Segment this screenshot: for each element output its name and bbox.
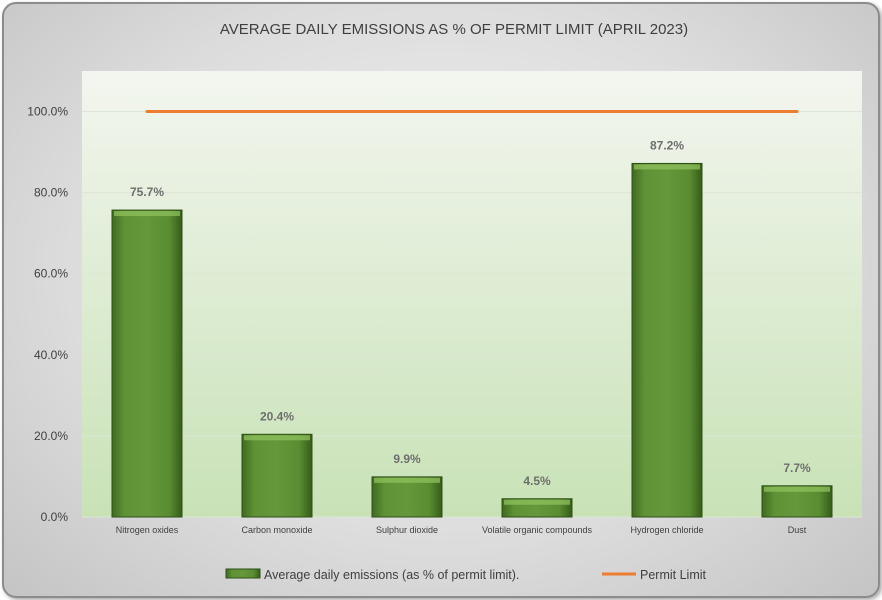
- x-tick-label: Volatile organic compounds: [482, 525, 593, 535]
- data-label: 4.5%: [523, 474, 551, 488]
- bar-body: [371, 476, 443, 518]
- y-tick-label: 0.0%: [41, 510, 69, 524]
- chart-canvas: AVERAGE DAILY EMISSIONS AS % OF PERMIT L…: [27, 21, 862, 582]
- data-label: 87.2%: [650, 138, 684, 152]
- x-tick-label: Dust: [788, 525, 807, 535]
- bar-bevel: [114, 211, 180, 217]
- x-tick-label: Hydrogen chloride: [630, 525, 703, 535]
- data-label: 75.7%: [130, 185, 164, 199]
- bar: [371, 476, 443, 518]
- x-tick-label: Sulphur dioxide: [376, 525, 438, 535]
- bar-body: [241, 433, 313, 518]
- y-tick-label: 100.0%: [27, 105, 68, 119]
- x-tick-label: Nitrogen oxides: [116, 525, 179, 535]
- legend-item-permit-limit: Permit Limit: [602, 568, 707, 582]
- bar-body: [631, 162, 703, 518]
- bar-bevel: [634, 164, 700, 170]
- bar-bevel: [374, 477, 440, 483]
- x-tick-label: Carbon monoxide: [241, 525, 312, 535]
- bar: [111, 209, 183, 518]
- bar-bevel: [244, 435, 310, 441]
- bar: [631, 162, 703, 518]
- y-tick-label: 60.0%: [34, 267, 68, 281]
- y-tick-label: 80.0%: [34, 186, 68, 200]
- y-axis: 0.0% 20.0% 40.0% 60.0% 80.0% 100.0%: [27, 105, 68, 524]
- legend-item-emissions: Average daily emissions (as % of permit …: [225, 568, 519, 582]
- data-label: 20.4%: [260, 409, 294, 423]
- bar-bevel: [764, 486, 830, 492]
- bar-bevel: [504, 499, 570, 505]
- data-label: 7.7%: [783, 461, 811, 475]
- data-label: 9.9%: [393, 452, 421, 466]
- x-axis: Nitrogen oxides Carbon monoxide Sulphur di…: [116, 525, 807, 535]
- bar: [761, 485, 833, 518]
- legend: Average daily emissions (as % of permit …: [225, 568, 707, 582]
- y-tick-label: 40.0%: [34, 348, 68, 362]
- legend-label: Average daily emissions (as % of permit …: [264, 568, 519, 582]
- y-tick-label: 20.0%: [34, 429, 68, 443]
- legend-swatch-bar: [225, 568, 261, 579]
- bar: [501, 498, 573, 518]
- bar-body: [111, 209, 183, 518]
- chart-title: AVERAGE DAILY EMISSIONS AS % OF PERMIT L…: [220, 21, 688, 38]
- data-labels: 75.7% 20.4% 9.9% 4.5% 87.2% 7.7%: [130, 138, 811, 487]
- bar-series: [111, 162, 833, 518]
- plot-area: [82, 71, 862, 517]
- legend-label: Permit Limit: [640, 568, 707, 582]
- bar: [241, 433, 313, 518]
